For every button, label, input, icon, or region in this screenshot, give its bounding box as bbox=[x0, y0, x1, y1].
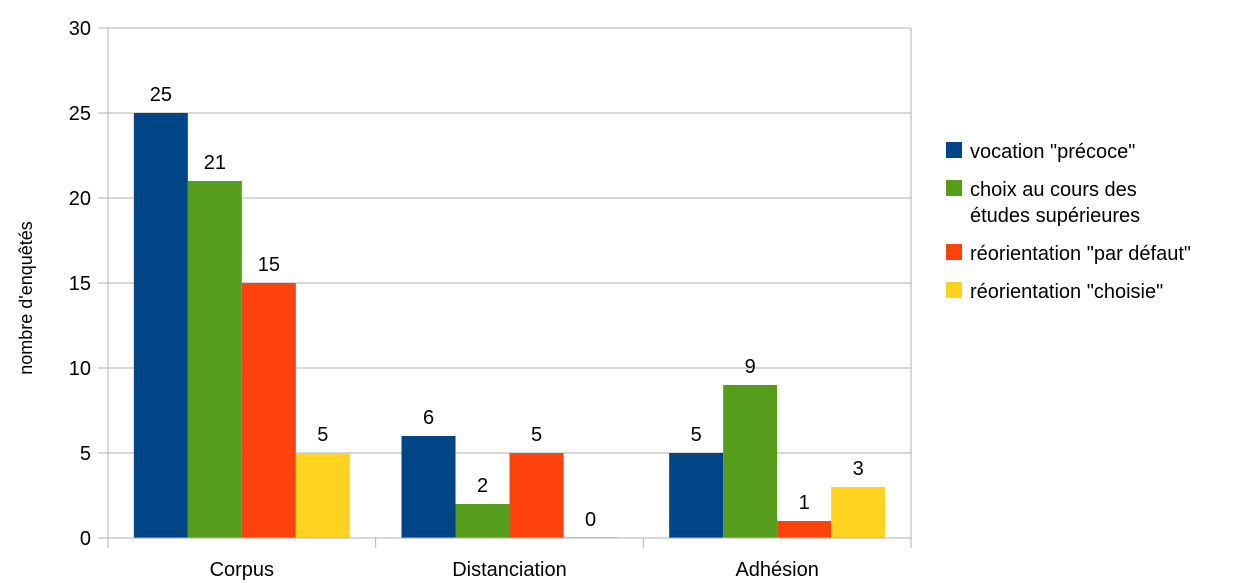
data-label: 5 bbox=[317, 424, 328, 446]
legend-swatch bbox=[946, 142, 962, 158]
y-tick-label: 10 bbox=[69, 358, 91, 380]
data-label: 3 bbox=[853, 458, 864, 480]
y-tick-labels: 0 5 10 15 20 25 30 bbox=[69, 18, 91, 550]
x-tick-label: Corpus bbox=[210, 559, 274, 581]
legend-swatch bbox=[946, 282, 962, 298]
bar bbox=[723, 385, 778, 538]
legend-label: réorientation "par défaut" bbox=[970, 243, 1191, 265]
legend-label: choix au cours des bbox=[970, 179, 1137, 201]
data-label: 25 bbox=[150, 84, 172, 106]
bar bbox=[831, 487, 886, 538]
bar bbox=[509, 453, 564, 538]
data-label: 5 bbox=[691, 424, 702, 446]
data-label: 21 bbox=[204, 152, 226, 174]
data-label: 1 bbox=[799, 492, 810, 514]
y-tick-label: 5 bbox=[80, 443, 91, 465]
legend: vocation "précoce" choix au cours des étud… bbox=[946, 141, 1191, 303]
y-tick-label: 30 bbox=[69, 18, 91, 40]
legend-label: vocation "précoce" bbox=[970, 141, 1135, 163]
legend-swatch bbox=[946, 180, 962, 196]
x-tick-label: Adhésion bbox=[735, 559, 818, 581]
legend-label: études supérieures bbox=[970, 205, 1140, 227]
x-tick-labels: Corpus Distanciation Adhésion bbox=[210, 559, 819, 581]
bar bbox=[669, 453, 724, 538]
bar bbox=[455, 504, 510, 538]
x-tick-label: Distanciation bbox=[452, 559, 567, 581]
legend-swatch bbox=[946, 244, 962, 260]
y-tick-label: 15 bbox=[69, 273, 91, 295]
data-label: 15 bbox=[258, 254, 280, 276]
bar bbox=[777, 521, 832, 538]
bar bbox=[401, 436, 456, 538]
data-label: 9 bbox=[745, 356, 756, 378]
y-tick-label: 20 bbox=[69, 188, 91, 210]
bars bbox=[133, 113, 886, 538]
data-label: 6 bbox=[423, 407, 434, 429]
data-label: 0 bbox=[585, 509, 596, 531]
bar bbox=[241, 283, 296, 538]
y-tick-label: 25 bbox=[69, 103, 91, 125]
y-axis-label: nombre d'enquêtés bbox=[16, 221, 36, 375]
legend-label: réorientation "choisie" bbox=[970, 281, 1163, 303]
bar bbox=[187, 181, 242, 538]
y-tick-label: 0 bbox=[80, 528, 91, 550]
bar bbox=[295, 453, 350, 538]
axes bbox=[98, 27, 912, 548]
data-label: 2 bbox=[477, 475, 488, 497]
data-label: 5 bbox=[531, 424, 542, 446]
bar bbox=[133, 113, 188, 538]
